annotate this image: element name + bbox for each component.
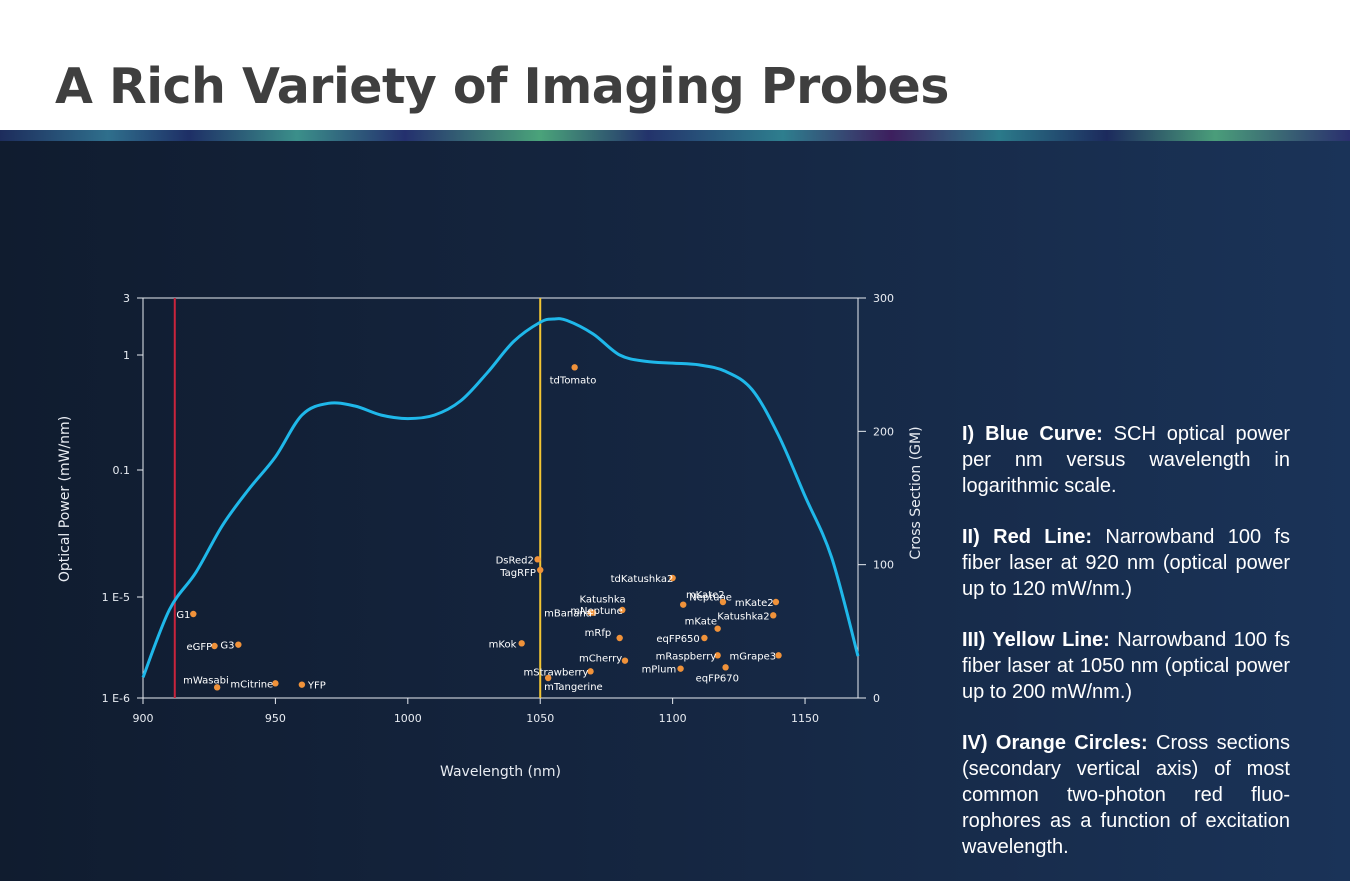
- chart: 900 950 1000 1050 1100 1150 1 E-6 1 E-5 0.1 1 3 0 10…: [57, 292, 924, 780]
- cross-section-label: mCitrine: [230, 679, 273, 690]
- cross-section-label: mKok: [489, 639, 517, 650]
- note-red-line: II) Red Line: Narrowband 100 fs fiber la…: [962, 524, 1290, 602]
- y-axis-label: Optical Power (mW/nm): [57, 416, 73, 582]
- y-tick-label: 0.1: [113, 464, 131, 477]
- cross-section-dot: [190, 610, 197, 618]
- note-text: Narrowband 100 fs fiber laser at 920 nm …: [962, 526, 1290, 600]
- cross-section-dot: [544, 674, 552, 682]
- y2-tick-label: 200: [873, 425, 894, 438]
- cross-section-dot: [772, 598, 780, 606]
- cross-section-dot: [775, 652, 782, 659]
- cross-section-label: tdKatushka2: [611, 574, 674, 585]
- cross-section-label: mRaspberry: [656, 651, 717, 662]
- cross-section-label: mRfp: [585, 628, 612, 639]
- cross-section-label: mPlum: [642, 665, 677, 676]
- cross-section-dot: [298, 681, 306, 688]
- note-blue-curve: I) Blue Curve: SCH optical power per nm …: [962, 421, 1290, 499]
- cross-section-dot: [518, 640, 525, 647]
- note-text: Cross sections (secondary vertical axis)…: [962, 732, 1291, 858]
- header-stripe: [0, 130, 1350, 141]
- note-orange-circles: IV) Orange Circles: Cross sections (seco…: [962, 730, 1290, 860]
- axis-ticks: 900 950 1000 1050 1100 1150 1 E-6 1 E-5 0.1 1 3 0 10…: [102, 292, 894, 725]
- cross-section-dot: [680, 601, 687, 608]
- cross-section-label: Katushka2: [717, 611, 769, 622]
- cross-section-dot: [770, 612, 777, 619]
- content-panel: 900 950 1000 1050 1100 1150 1 E-6 1 E-5 0.1 1 3 0 10…: [0, 141, 1350, 881]
- cross-section-dot: [722, 664, 729, 671]
- cross-section-dot: [213, 684, 221, 691]
- x-axis-label: Wavelength (nm): [440, 764, 561, 780]
- y2-tick-label: 300: [873, 292, 894, 305]
- cross-section-label: mKate: [685, 617, 717, 628]
- cross-section-label: Katushka: [580, 595, 626, 606]
- cross-section-dot: [669, 574, 676, 582]
- note-yellow-line: III) Yellow Line: Narrowband 100 fs fibe…: [962, 627, 1290, 705]
- cross-section-label: eqFP650: [656, 634, 699, 645]
- cross-section-dot: [621, 657, 629, 664]
- cross-section-label: mWasabi: [183, 675, 229, 686]
- cross-section-label: mTangerine: [544, 682, 603, 693]
- cross-section-dot: [701, 634, 708, 642]
- cross-section-label: mCherry: [579, 654, 622, 665]
- cross-section-dot: [537, 566, 544, 574]
- note-heading: II) Red Line:: [962, 526, 1093, 548]
- cross-section-dot: [235, 641, 242, 648]
- x-tick-label: 1000: [394, 712, 422, 725]
- y-tick-label: 3: [123, 292, 130, 305]
- cross-section-dot: [587, 668, 594, 675]
- cross-section-label: DsRed2: [496, 555, 534, 566]
- x-tick-label: 900: [133, 712, 154, 725]
- cross-section-label: mKate2: [686, 590, 725, 601]
- cross-section-dot: [272, 680, 279, 687]
- note-heading: I) Blue Curve:: [962, 423, 1103, 445]
- cross-section-dot: [534, 556, 541, 563]
- cross-section-label: G1: [176, 610, 190, 621]
- slide-title: A Rich Variety of Imaging Probes: [55, 58, 949, 115]
- cross-section-label: tdTomato: [550, 375, 597, 386]
- cross-section-label: mStrawberry: [524, 667, 589, 678]
- x-tick-label: 1050: [526, 712, 554, 725]
- note-heading: IV) Orange Circles:: [962, 732, 1148, 754]
- cross-section-dot: [571, 364, 578, 371]
- cross-section-label: YFP: [307, 681, 326, 692]
- slide-header: A Rich Variety of Imaging Probes: [0, 0, 1350, 132]
- cross-section-dot: [619, 606, 626, 614]
- cross-section-label: Neptune: [689, 593, 732, 604]
- cross-section-dot: [211, 642, 218, 650]
- x-tick-label: 1100: [659, 712, 687, 725]
- cross-section-label: mGrape3: [730, 651, 777, 662]
- cross-section-dot: [714, 652, 721, 659]
- y2-tick-label: 100: [873, 559, 894, 572]
- cross-section-label: G3: [220, 641, 234, 652]
- cross-section-dot: [677, 665, 684, 672]
- y-tick-label: 1 E-5: [102, 591, 130, 604]
- cross-section-label: eGFP: [187, 642, 213, 653]
- cross-section-dot: [719, 598, 727, 606]
- y-tick-label: 1: [123, 349, 130, 362]
- cross-section-label: mKate2: [735, 598, 774, 609]
- cross-section-dot: [714, 625, 721, 632]
- cross-section-dot: [616, 634, 623, 642]
- x-tick-label: 950: [265, 712, 286, 725]
- cross-section-label: mBanana: [544, 609, 592, 620]
- notes-panel: I) Blue Curve: SCH optical power per nm …: [962, 421, 1290, 885]
- y-tick-label: 1 E-6: [102, 692, 130, 705]
- note-heading: III) Yellow Line:: [962, 629, 1110, 651]
- cross-section-label: eqFP670: [696, 673, 739, 684]
- cross-section-label: mNeptune: [570, 606, 622, 617]
- cross-section-dot: [589, 609, 597, 616]
- note-text: Narrowband 100 fs fiber laser at 1050 nm…: [962, 629, 1291, 703]
- y2-axis-label: Cross Section (GM): [908, 426, 924, 559]
- cross-section-label: TagRFP: [499, 568, 536, 579]
- plot-frame: [142, 297, 859, 699]
- y2-tick-label: 0: [873, 692, 880, 705]
- blue-curve: [141, 317, 860, 678]
- x-tick-label: 1150: [791, 712, 819, 725]
- cross-section-dots: G1 eGFP G3 mWasabi mCitrine YFP tdTomato DsRed2…: [176, 364, 782, 693]
- note-text: SCH optical power per nm versus waveleng…: [962, 423, 1290, 497]
